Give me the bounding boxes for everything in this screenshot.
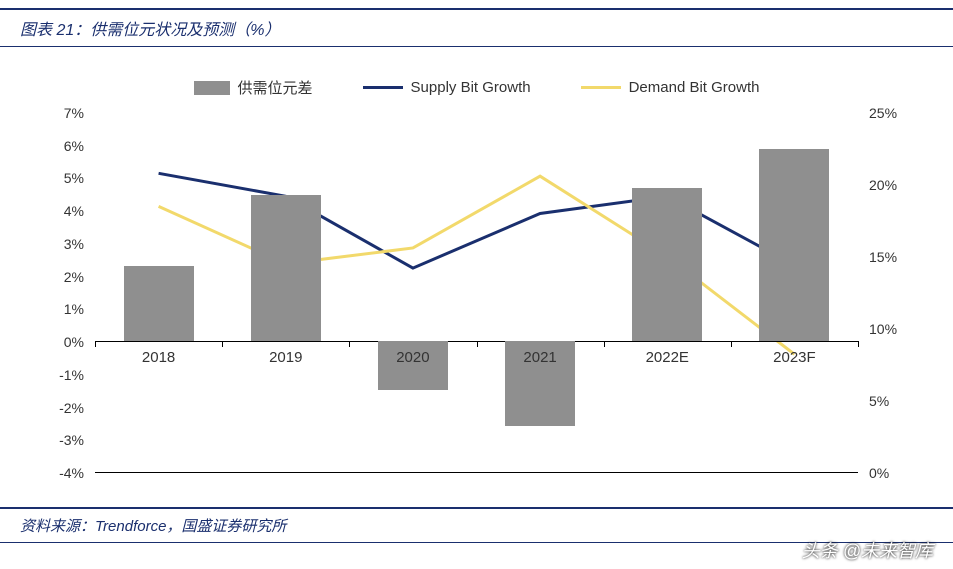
x-tick-mark	[349, 341, 350, 347]
x-axis-label: 2023F	[773, 349, 816, 366]
y-axis-left: -4%-3%-2%-1%0%1%2%3%4%5%6%7%	[40, 113, 90, 473]
line-svg	[95, 113, 858, 472]
y-left-tick: 7%	[40, 105, 90, 121]
legend-label-bar: 供需位元差	[238, 77, 313, 98]
y-left-tick: 5%	[40, 170, 90, 186]
x-tick-mark	[477, 341, 478, 347]
x-tick-mark	[731, 341, 732, 347]
footer-source: 资料来源：Trendforce，国盛证券研究所	[20, 518, 286, 535]
legend-swatch-bar	[194, 81, 230, 95]
x-tick-mark	[222, 341, 223, 347]
legend-swatch-line2	[581, 86, 621, 89]
y-right-tick: 20%	[863, 177, 913, 193]
y-right-tick: 25%	[863, 105, 913, 121]
x-axis-label: 2022E	[646, 349, 689, 366]
x-tick-mark	[604, 341, 605, 347]
chart-area: 供需位元差 Supply Bit Growth Demand Bit Growt…	[30, 67, 923, 497]
y-left-tick: 4%	[40, 203, 90, 219]
x-axis-label: 2021	[523, 349, 556, 366]
plot-wrap: -4%-3%-2%-1%0%1%2%3%4%5%6%7% 0%5%10%15%2…	[40, 113, 913, 473]
bar	[124, 266, 194, 341]
legend: 供需位元差 Supply Bit Growth Demand Bit Growt…	[30, 67, 923, 113]
y-left-tick: 0%	[40, 334, 90, 350]
y-left-tick: 3%	[40, 236, 90, 252]
y-axis-right: 0%5%10%15%20%25%	[863, 113, 913, 473]
watermark: 头条 @未来智库	[802, 537, 933, 563]
y-right-tick: 0%	[863, 465, 913, 481]
chart-header: 图表 21：供需位元状况及预测（%）	[0, 8, 953, 47]
x-axis-label: 2020	[396, 349, 429, 366]
legend-label-line1: Supply Bit Growth	[411, 79, 531, 96]
y-left-tick: 1%	[40, 301, 90, 317]
y-left-tick: -4%	[40, 465, 90, 481]
legend-item-line1: Supply Bit Growth	[363, 79, 531, 96]
y-right-tick: 10%	[863, 321, 913, 337]
y-left-tick: -1%	[40, 367, 90, 383]
plot: 2018 2019 2020 2021 2022E 2023F	[95, 113, 858, 473]
legend-label-line2: Demand Bit Growth	[629, 79, 760, 96]
legend-item-line2: Demand Bit Growth	[581, 79, 760, 96]
legend-swatch-line1	[363, 86, 403, 89]
x-tick-mark	[95, 341, 96, 347]
y-left-tick: -2%	[40, 400, 90, 416]
y-right-tick: 5%	[863, 393, 913, 409]
x-axis-label: 2018	[142, 349, 175, 366]
x-axis-label: 2019	[269, 349, 302, 366]
bar	[759, 149, 829, 342]
x-tick-mark	[858, 341, 859, 347]
y-right-tick: 15%	[863, 249, 913, 265]
y-left-tick: 6%	[40, 138, 90, 154]
bar	[251, 195, 321, 342]
legend-item-bar: 供需位元差	[194, 77, 313, 98]
y-left-tick: -3%	[40, 432, 90, 448]
chart-title: 图表 21：供需位元状况及预测（%）	[20, 22, 280, 39]
y-left-tick: 2%	[40, 269, 90, 285]
bar	[632, 188, 702, 341]
